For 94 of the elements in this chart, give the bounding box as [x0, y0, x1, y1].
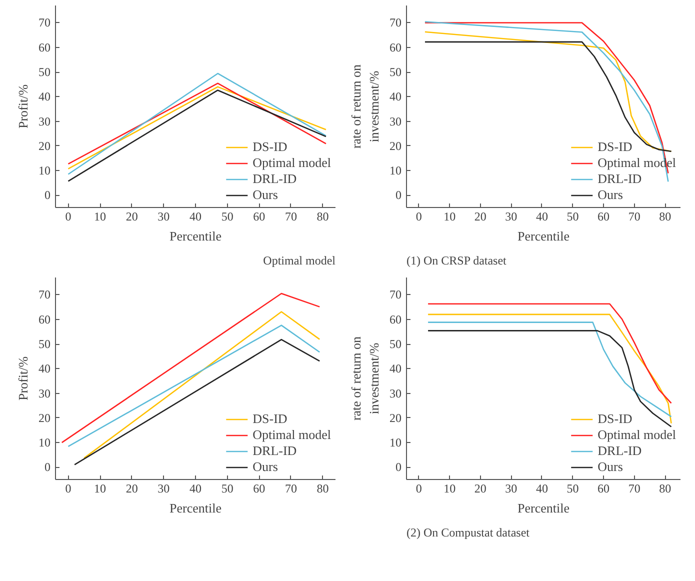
legend-label: Optimal model — [252, 427, 331, 443]
x-tick-label: 50 — [221, 482, 234, 496]
x-tick-label: 40 — [536, 482, 548, 496]
legend-label: DS-ID — [252, 139, 288, 155]
y-tick-label: 30 — [38, 114, 50, 128]
x-tick-label: 30 — [158, 210, 170, 224]
y-axis-title: rate of return on investment/% — [348, 64, 382, 149]
x-axis-title: Percentile — [170, 228, 222, 244]
x-tick-label: 80 — [659, 210, 672, 224]
y-tick-label: 60 — [390, 312, 402, 326]
y-tick-label: 40 — [390, 90, 402, 104]
x-tick-label: 80 — [316, 210, 329, 224]
x-tick-label: 20 — [126, 482, 138, 496]
y-tick-label: 10 — [390, 436, 402, 450]
x-tick-label: 70 — [628, 210, 640, 224]
y-tick-label: 20 — [390, 410, 402, 425]
legend-label: Ours — [598, 187, 623, 203]
x-tick-label: 0 — [416, 482, 422, 496]
legend-label: Ours — [252, 187, 278, 203]
text: (1) On CRSP dataset — [406, 254, 508, 268]
y-tick-label: 0 — [44, 188, 50, 202]
x-tick-label: 60 — [598, 482, 610, 496]
y-tick-label: 0 — [44, 460, 50, 474]
legend-label: DS-ID — [252, 411, 288, 427]
legend-label: DS-ID — [598, 139, 632, 155]
y-tick-label: 70 — [390, 16, 402, 30]
y-tick-label: 60 — [38, 40, 50, 54]
y-tick-label: 0 — [396, 188, 402, 202]
legend-label: DRL-ID — [598, 171, 642, 187]
y-tick-label: 60 — [390, 40, 402, 54]
y-tick-label: 40 — [38, 362, 50, 376]
y-tick-label: 50 — [38, 337, 50, 352]
y-tick-label: 10 — [38, 436, 50, 450]
legend-label: Optimal model — [598, 427, 676, 443]
y-tick-label: 20 — [38, 410, 50, 425]
y-tick-label: 70 — [390, 288, 402, 302]
y-tick-label: 60 — [38, 312, 50, 326]
y-tick-label: 40 — [390, 362, 402, 376]
legend-label: DS-ID — [598, 411, 632, 427]
legend-label: DRL-ID — [252, 443, 297, 459]
x-tick-label: 0 — [65, 210, 72, 224]
text: Optimal model — [263, 254, 336, 268]
x-tick-label: 50 — [566, 482, 579, 496]
legend-label: Ours — [252, 459, 278, 475]
x-tick-label: 70 — [284, 210, 297, 224]
x-axis-title: Percentile — [518, 500, 570, 516]
x-tick-label: 60 — [253, 482, 266, 496]
x-tick-label: 20 — [474, 482, 486, 496]
x-tick-label: 30 — [505, 482, 518, 496]
legend-label: Ours — [598, 459, 623, 475]
x-tick-label: 40 — [536, 210, 548, 224]
x-tick-label: 10 — [94, 482, 106, 496]
y-tick-label: 10 — [38, 164, 50, 178]
y-axis-title: rate of return on investment/% — [348, 336, 382, 421]
legend-label: DRL-ID — [252, 171, 297, 187]
x-axis-title: Percentile — [518, 228, 570, 244]
x-tick-label: 80 — [659, 482, 672, 496]
x-tick-label: 10 — [444, 482, 456, 496]
y-tick-label: 70 — [38, 288, 50, 302]
x-tick-label: 70 — [284, 482, 297, 496]
text: (2) On Compustat dataset — [406, 526, 530, 540]
y-tick-label: 20 — [38, 138, 50, 153]
x-tick-label: 30 — [158, 482, 170, 496]
y-tick-label: 30 — [38, 386, 50, 400]
x-tick-label: 40 — [190, 210, 202, 224]
y-tick-label: 50 — [38, 65, 50, 80]
y-tick-label: 50 — [390, 337, 402, 352]
y-tick-label: 30 — [390, 386, 402, 400]
x-tick-label: 50 — [566, 210, 579, 224]
x-tick-label: 0 — [416, 210, 422, 224]
x-tick-label: 60 — [253, 210, 266, 224]
x-tick-label: 40 — [190, 482, 202, 496]
y-axis-title: Profit/% — [16, 84, 30, 129]
x-tick-label: 10 — [94, 210, 106, 224]
y-tick-label: 70 — [38, 16, 50, 30]
x-tick-label: 10 — [444, 210, 456, 224]
y-tick-label: 20 — [390, 138, 402, 153]
x-tick-label: 60 — [598, 210, 610, 224]
x-tick-label: 30 — [505, 210, 518, 224]
x-tick-label: 0 — [65, 482, 72, 496]
x-tick-label: 70 — [628, 482, 640, 496]
x-tick-label: 20 — [474, 210, 486, 224]
y-tick-label: 10 — [390, 164, 402, 178]
x-tick-label: 20 — [126, 210, 138, 224]
x-axis-title: Percentile — [170, 500, 222, 516]
y-axis-title: Profit/% — [16, 356, 30, 401]
y-tick-label: 40 — [38, 90, 50, 104]
y-tick-label: 0 — [396, 460, 402, 474]
y-tick-label: 50 — [390, 65, 402, 80]
legend-label: Optimal model — [252, 155, 331, 171]
legend-label: DRL-ID — [598, 443, 642, 459]
y-tick-label: 30 — [390, 114, 402, 128]
x-tick-label: 50 — [221, 210, 234, 224]
x-tick-label: 80 — [316, 482, 329, 496]
